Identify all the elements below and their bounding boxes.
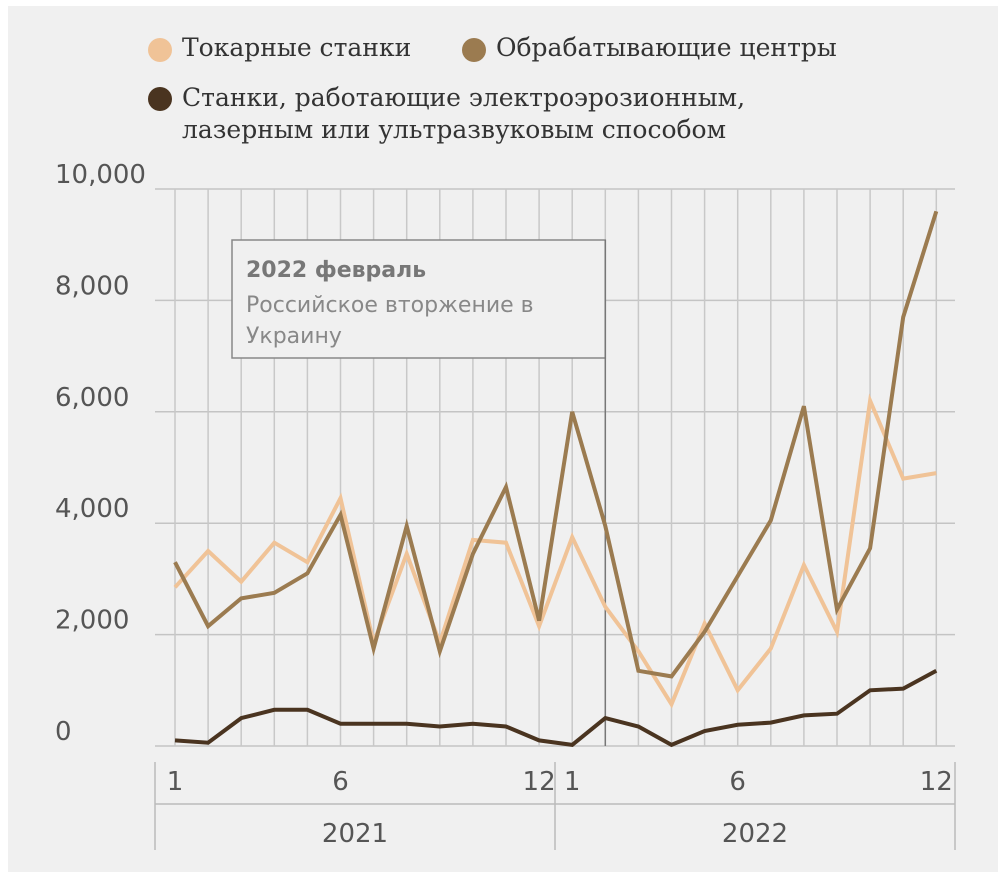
y-tick-label: 10,000 xyxy=(55,160,146,190)
legend-dot-icon xyxy=(148,87,172,111)
legend-dot-icon xyxy=(148,38,172,62)
y-tick-label: 6,000 xyxy=(55,383,129,413)
y-tick-label: 2,000 xyxy=(55,606,129,636)
x-tick-label: 6 xyxy=(332,767,349,797)
legend-label: лазерным или ультразвуковым способом xyxy=(182,115,727,144)
x-tick-label: 12 xyxy=(523,767,556,797)
x-tick-label: 1 xyxy=(564,767,581,797)
y-tick-label: 0 xyxy=(55,717,72,747)
legend-label: Обрабатывающие центры xyxy=(496,33,837,62)
series-line-2 xyxy=(173,210,939,679)
y-tick-label: 4,000 xyxy=(55,494,129,524)
legend-label: Станки, работающие электроэрозионным, xyxy=(182,83,746,112)
legend-item-machining-centers: Обрабатывающие центры xyxy=(462,33,837,62)
annotation-text: Российское вторжение в xyxy=(246,293,534,318)
x-tick-label: 1 xyxy=(167,767,184,797)
annotation-text: Украину xyxy=(246,324,342,349)
annotation-box xyxy=(231,239,607,359)
y-tick-label: 8,000 xyxy=(55,271,129,301)
legend-dot-icon xyxy=(462,38,486,62)
x-tick-label: 12 xyxy=(920,767,953,797)
x-tick-label: 6 xyxy=(729,767,746,797)
legend-item-lathes: Токарные станки xyxy=(148,33,411,62)
legend-label: Токарные станки xyxy=(182,33,412,62)
series-line-3 xyxy=(174,669,938,748)
year-label: 2022 xyxy=(722,819,788,849)
series-line-1 xyxy=(173,393,937,709)
legend-item-edm-laser: Станки, работающие электроэрозионным, ла… xyxy=(148,82,745,146)
annotation-title: 2022 февраль xyxy=(246,258,426,283)
year-label: 2021 xyxy=(322,819,388,849)
